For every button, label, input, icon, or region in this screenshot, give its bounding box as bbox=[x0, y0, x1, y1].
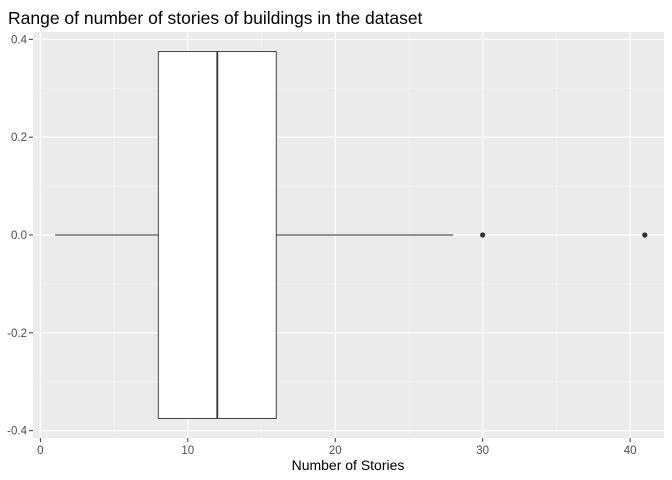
boxplot bbox=[55, 51, 648, 419]
x-tick-label: 10 bbox=[181, 445, 194, 457]
chart-title: Range of number of stories of buildings … bbox=[8, 8, 423, 28]
y-tick-label: -0.2 bbox=[7, 328, 27, 340]
x-tick-label: 30 bbox=[476, 445, 489, 457]
y-tick-label: -0.4 bbox=[7, 426, 27, 438]
outlier-point bbox=[480, 232, 486, 238]
y-tick-label: 0.2 bbox=[11, 132, 27, 144]
y-tick-label: 0.4 bbox=[11, 34, 28, 46]
x-axis-title: Number of Stories bbox=[292, 457, 405, 473]
y-axis: -0.4 -0.2 0.0 0.2 0.4 bbox=[7, 34, 33, 438]
x-tick-label: 0 bbox=[37, 445, 43, 457]
outlier-point bbox=[642, 232, 648, 238]
x-tick-label: 20 bbox=[329, 445, 342, 457]
y-tick-label: 0.0 bbox=[11, 230, 27, 242]
x-axis: 0 10 20 30 40 bbox=[37, 438, 636, 457]
x-tick-label: 40 bbox=[624, 445, 637, 457]
